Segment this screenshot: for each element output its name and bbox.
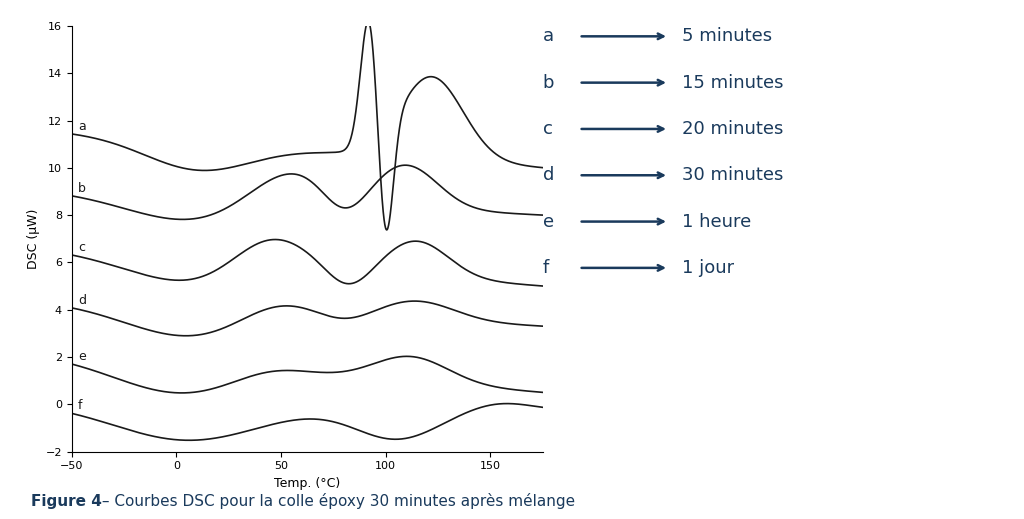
Text: Figure 4: Figure 4 [31,494,101,509]
Text: 15 minutes: 15 minutes [682,74,784,92]
Text: 20 minutes: 20 minutes [682,120,783,138]
Text: c: c [78,241,85,254]
Text: d: d [78,294,86,307]
Text: b: b [78,182,86,195]
Text: d: d [543,166,554,184]
Text: – Courbes DSC pour la colle époxy 30 minutes après mélange: – Courbes DSC pour la colle époxy 30 min… [97,493,575,509]
Text: f: f [78,399,83,412]
Text: 1 heure: 1 heure [682,213,752,230]
Text: 30 minutes: 30 minutes [682,166,783,184]
Text: c: c [543,120,553,138]
X-axis label: Temp. (°C): Temp. (°C) [274,477,340,490]
Text: a: a [543,28,554,45]
Text: e: e [543,213,554,230]
Text: a: a [78,120,86,133]
Text: 5 minutes: 5 minutes [682,28,772,45]
Text: 1 jour: 1 jour [682,259,734,277]
Text: f: f [543,259,549,277]
Text: e: e [78,350,86,363]
Text: b: b [543,74,554,92]
Y-axis label: DSC (μW): DSC (μW) [27,209,40,269]
